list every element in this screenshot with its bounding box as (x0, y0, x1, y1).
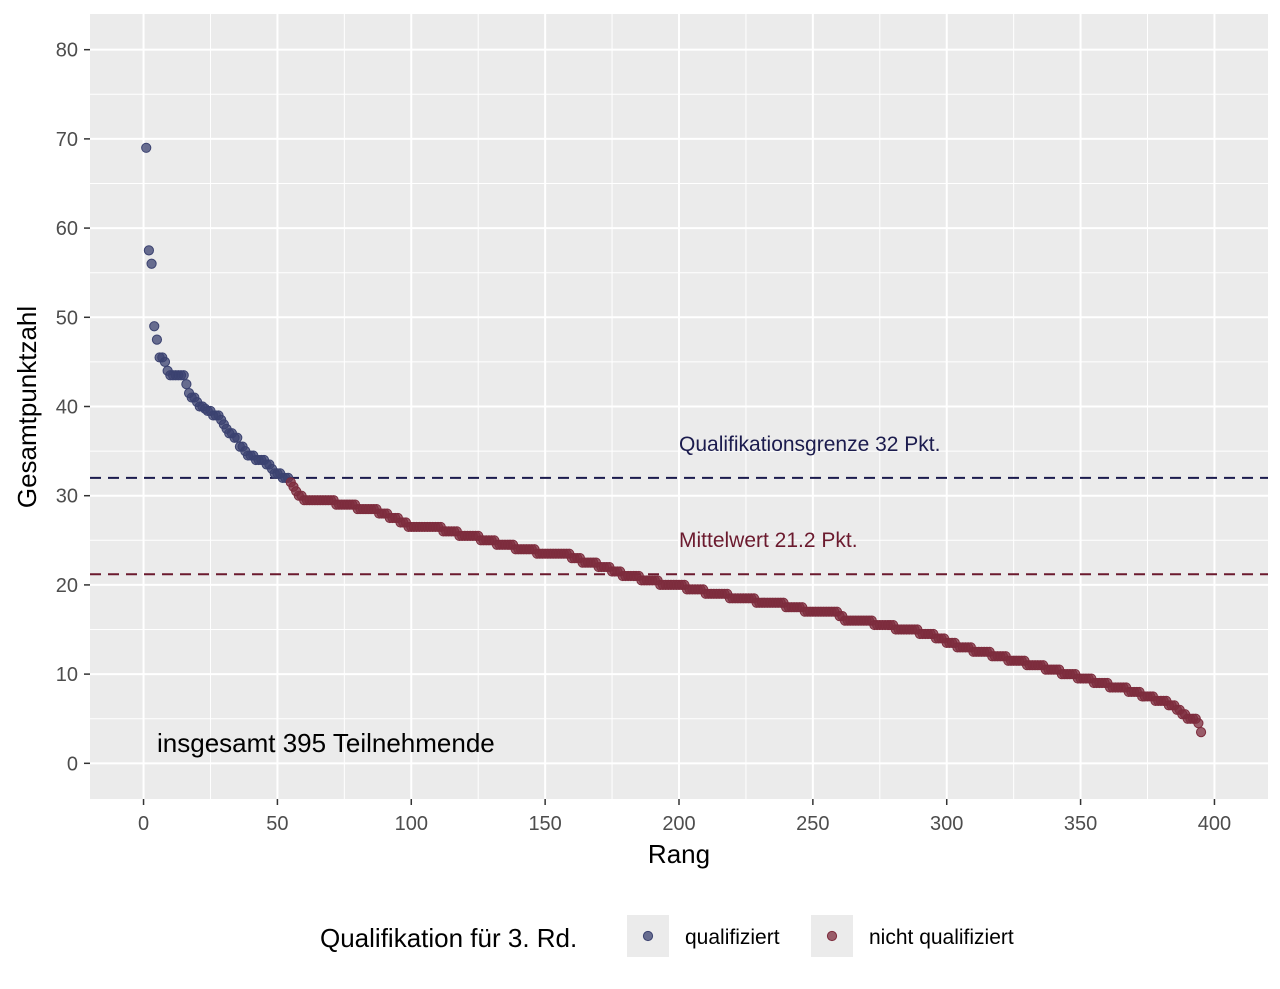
y-tick-label: 40 (56, 397, 78, 419)
legend-label-not-qualified: nicht qualifiziert (869, 926, 1014, 949)
total-participants-annotation: insgesamt 395 Teilnehmende (157, 728, 495, 758)
y-tick-label: 20 (56, 575, 78, 597)
x-tick-label: 250 (796, 813, 829, 835)
x-tick-label: 50 (266, 813, 288, 835)
axis-ticks: 0 50 100 150 200 250 300 350 400 0 10 20 30 40 50 60 70 8… (56, 40, 1231, 835)
legend: Qualifikation für 3. Rd. qualifiziert ni… (320, 915, 1014, 957)
qualification-label: Qualifikationsgrenze 32 Pkt. (679, 433, 940, 456)
point-qualified (232, 432, 243, 443)
y-tick-label: 80 (56, 40, 78, 62)
y-tick-label: 50 (56, 307, 78, 329)
y-tick-label: 60 (56, 218, 78, 240)
point-qualified (178, 370, 189, 381)
y-tick-label: 30 (56, 486, 78, 508)
x-tick-label: 350 (1064, 813, 1097, 835)
legend-label-qualified: qualifiziert (685, 926, 780, 949)
point-qualified (181, 379, 192, 390)
legend-title: Qualifikation für 3. Rd. (320, 923, 577, 953)
point-not-qualified (1195, 726, 1207, 738)
data-points (141, 142, 1207, 738)
legend-dot-not-qualified (826, 930, 838, 942)
point-qualified (151, 334, 163, 345)
x-tick-label: 100 (395, 813, 428, 835)
x-tick-label: 0 (138, 813, 149, 835)
y-tick-label: 10 (56, 664, 78, 686)
point-qualified (146, 258, 157, 269)
x-tick-label: 200 (662, 813, 695, 835)
legend-dot-qualified (642, 930, 654, 942)
point-not-qualified (1193, 718, 1204, 729)
point-qualified (141, 142, 152, 153)
y-tick-label: 0 (67, 753, 78, 775)
point-qualified (149, 321, 160, 332)
x-tick-label: 400 (1198, 813, 1231, 835)
reference-lines: Qualifikationsgrenze 32 Pkt. Mittelwert 2… (90, 433, 1268, 576)
x-axis-title: Rang (648, 839, 710, 869)
x-tick-label: 300 (930, 813, 963, 835)
y-tick-label: 70 (56, 129, 78, 151)
mean-label: Mittelwert 21.2 Pkt. (679, 529, 858, 552)
point-qualified (143, 245, 154, 256)
point-qualified (159, 356, 171, 367)
x-tick-label: 150 (528, 813, 561, 835)
y-axis-title: Gesamtpunktzahl (12, 306, 42, 508)
